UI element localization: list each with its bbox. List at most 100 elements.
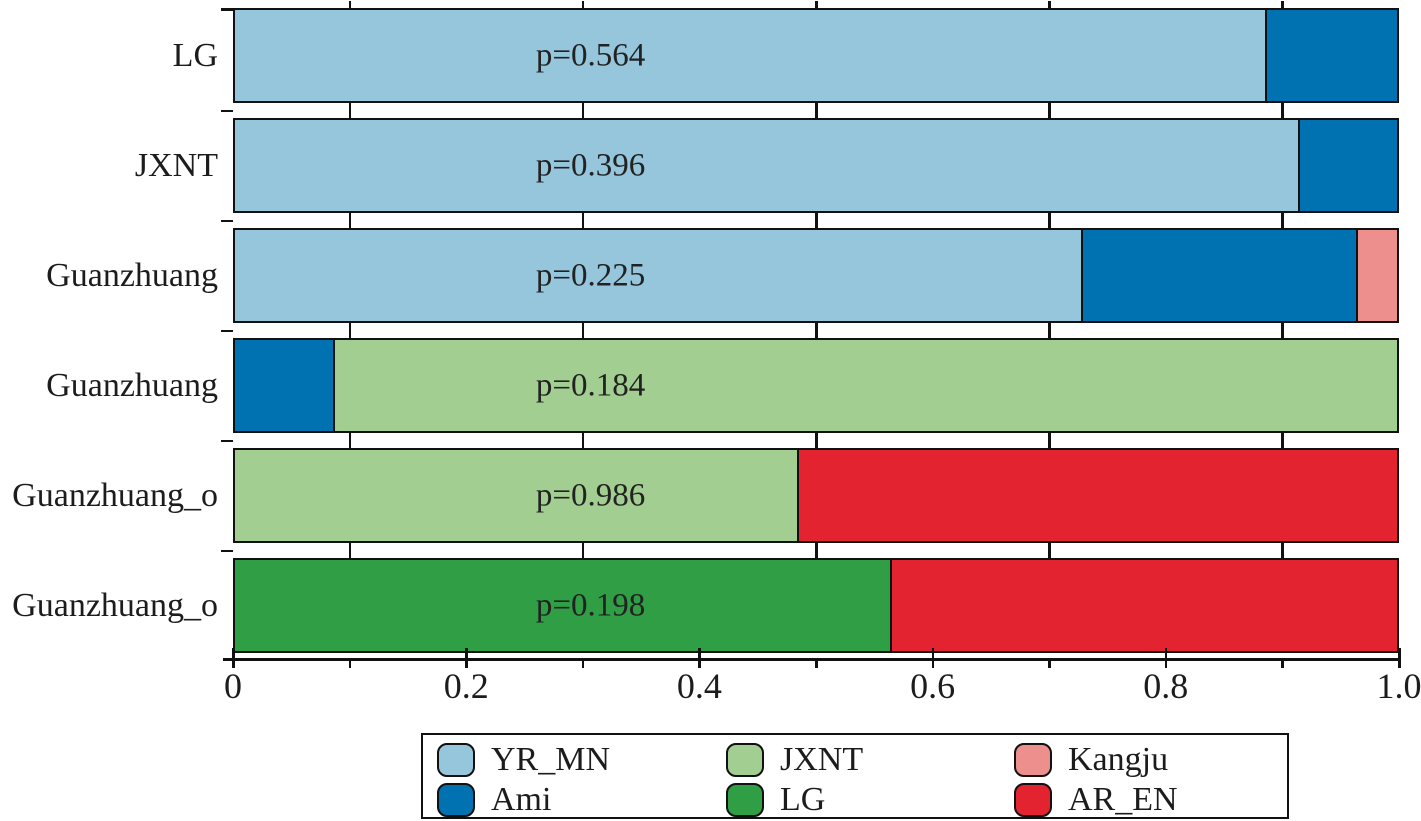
x-axis-tick-label: 1.0 [1376, 666, 1421, 706]
x-axis-tick-label: 0.4 [676, 666, 722, 706]
bar-panel: p=0.225 [233, 228, 1399, 323]
legend-item: LG [726, 780, 863, 820]
gap-left-tick [221, 329, 233, 332]
legend-item: JXNT [726, 740, 863, 780]
gap-tick [581, 213, 585, 228]
gap-tick [1281, 213, 1284, 228]
legend-label: JXNT [780, 741, 864, 778]
gap-left-tick [221, 439, 233, 442]
row-label: LG [172, 36, 218, 74]
gap-tick [348, 103, 352, 118]
x-axis-tick-label: 0.6 [910, 666, 956, 706]
p-value-label: p=0.564 [535, 37, 646, 73]
row-label: Guanzhuang_o [12, 586, 218, 624]
legend-item: AR_EN [1014, 780, 1178, 820]
gap-tick [348, 433, 352, 448]
legend-swatch-jxnt [726, 743, 764, 777]
bar-segment-kangju [1356, 230, 1397, 321]
x-axis-line [223, 658, 1400, 661]
legend-item: Kangju [1014, 740, 1178, 780]
gap-tick [1048, 103, 1051, 118]
gap-tick [581, 433, 585, 448]
x-axis-tick [931, 648, 935, 668]
legend-column: YR_MN Ami [437, 740, 610, 820]
legend-label: YR_MN [491, 741, 611, 778]
top-tick [1281, 1, 1284, 8]
legend-swatch-kangju [1014, 743, 1052, 777]
x-axis-tick [348, 658, 352, 668]
row-label: Guanzhuang [46, 256, 218, 294]
gap-tick [348, 543, 352, 558]
bar-segment-yr_mn [235, 10, 1265, 101]
x-axis-tick-label: 0.8 [1143, 666, 1189, 706]
row-label: JXNT [134, 146, 218, 184]
p-value-label: p=0.198 [535, 587, 646, 623]
gap-left-tick [221, 219, 233, 222]
gap-tick [581, 323, 585, 338]
bar-panel: p=0.184 [233, 338, 1399, 433]
x-axis-tick [1048, 658, 1051, 668]
bar-panel: p=0.198 [233, 558, 1399, 653]
gap-tick [1281, 433, 1284, 448]
bar-panel: p=0.564 [233, 8, 1399, 103]
bar-segment-yr_mn [235, 230, 1081, 321]
x-axis-tick [698, 648, 701, 668]
x-axis-tick-label: 0.2 [443, 666, 489, 706]
row-label: Guanzhuang_o [12, 476, 218, 514]
bar-segment-ami [1264, 10, 1397, 101]
legend-label: LG [780, 781, 826, 818]
legend-item: Ami [437, 780, 610, 820]
gap-tick [1048, 323, 1051, 338]
bar-panel: p=0.396 [233, 118, 1399, 213]
legend-swatch-ar_en [1014, 783, 1052, 817]
x-axis-tick [581, 658, 585, 668]
row-label: Guanzhuang [46, 366, 218, 404]
bar-segment-jxnt [332, 340, 1397, 431]
x-axis-tick [815, 658, 818, 668]
x-axis-tick [1398, 648, 1401, 668]
top-tick [581, 1, 585, 8]
bar-segment-ar_en [890, 560, 1397, 651]
gap-tick [1048, 433, 1051, 448]
gap-tick [815, 543, 818, 558]
gap-left-tick [221, 549, 233, 552]
gap-tick [1281, 103, 1284, 118]
top-tick [1048, 1, 1051, 8]
legend-swatch-ami [437, 783, 475, 817]
bar-segment-ami [235, 340, 333, 431]
legend-column: JXNT LG [726, 740, 863, 820]
gap-tick [581, 103, 585, 118]
x-axis-tick [1281, 658, 1284, 668]
gap-tick [348, 323, 352, 338]
x-axis-tick [465, 648, 468, 668]
gap-tick [1281, 543, 1284, 558]
p-value-label: p=0.184 [535, 367, 646, 403]
p-value-label: p=0.225 [535, 257, 646, 293]
bar-segment-jxnt [235, 450, 798, 541]
legend-item: YR_MN [437, 740, 610, 780]
top-tick [348, 1, 352, 8]
legend-label: Kangju [1068, 741, 1169, 778]
gap-tick [1048, 543, 1051, 558]
p-value-label: p=0.986 [535, 477, 646, 513]
gap-left-tick [221, 109, 233, 112]
gap-tick [815, 103, 818, 118]
legend-label: Ami [491, 781, 552, 818]
legend-label: AR_EN [1068, 781, 1178, 818]
gap-tick [1281, 323, 1284, 338]
x-axis-tick-label: 0 [224, 666, 242, 706]
x-axis-tick [1164, 648, 1168, 668]
x-axis-tick [232, 648, 235, 668]
gap-tick [348, 213, 352, 228]
bar-segment-ar_en [797, 450, 1397, 541]
bar-segment-lg [235, 560, 891, 651]
legend-column: Kangju AR_EN [1014, 740, 1178, 820]
gap-tick [815, 213, 818, 228]
top-tick [815, 1, 818, 8]
gap-tick [1048, 213, 1051, 228]
gap-tick [815, 323, 818, 338]
bar-panel: p=0.986 [233, 448, 1399, 543]
corner-tick [221, 8, 233, 11]
bar-segment-yr_mn [235, 120, 1299, 211]
